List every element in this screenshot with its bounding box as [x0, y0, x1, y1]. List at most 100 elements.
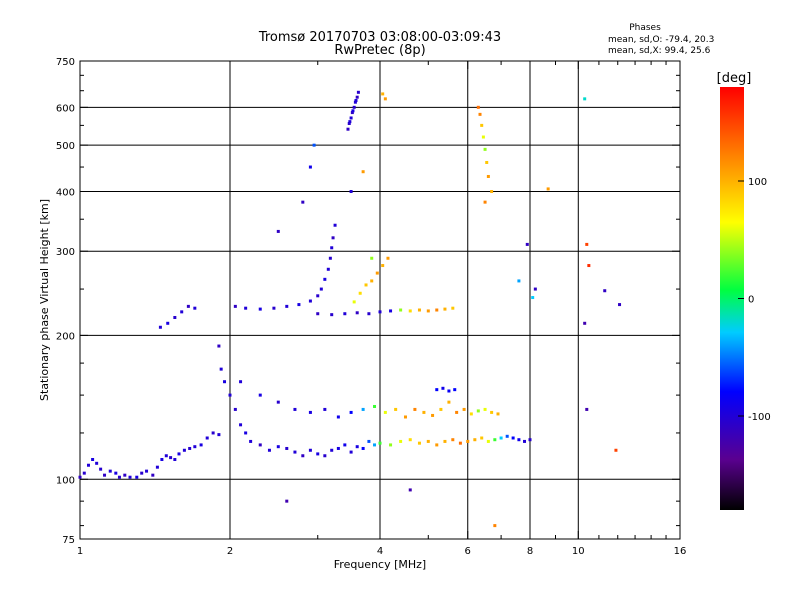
data-point [478, 112, 482, 116]
data-point [308, 448, 312, 452]
data-point [343, 443, 347, 447]
data-point [483, 407, 487, 411]
data-point [223, 380, 227, 384]
data-point [439, 407, 443, 411]
data-point [493, 524, 497, 528]
data-point [301, 200, 305, 204]
data-point [603, 289, 607, 293]
data-point [336, 415, 340, 419]
data-point [443, 439, 447, 443]
data-point [413, 407, 417, 411]
y-tick-label: 75 [62, 535, 75, 546]
data-point [164, 454, 168, 458]
data-point [199, 443, 203, 447]
data-point [417, 441, 421, 445]
data-point [169, 456, 173, 460]
data-point [587, 264, 591, 268]
data-point [499, 436, 503, 440]
data-point [308, 410, 312, 414]
data-point [481, 135, 485, 139]
x-tick-label: 16 [674, 546, 687, 557]
data-point [244, 306, 248, 310]
data-point [188, 446, 192, 450]
x-tick-labels: 1 2 4 6 8 10 16 [77, 546, 687, 557]
data-point [485, 160, 489, 164]
data-point [323, 407, 327, 411]
data-point [483, 200, 487, 204]
data-point [361, 407, 365, 411]
data-point [476, 105, 480, 109]
x-tick-label: 4 [377, 546, 383, 557]
data-point [293, 450, 297, 454]
data-point [364, 283, 368, 287]
data-point [447, 389, 451, 393]
data-point [381, 264, 385, 268]
data-point [108, 469, 112, 473]
data-point [583, 97, 587, 101]
data-point [614, 448, 618, 452]
data-point [217, 344, 221, 348]
data-point [435, 388, 439, 392]
data-point [233, 407, 237, 411]
data-point [585, 242, 589, 246]
data-point [331, 236, 335, 240]
y-tick-label: 200 [56, 331, 75, 342]
data-point [349, 410, 353, 414]
phases-o-stats: mean, sd,O: -79.4, 20.3 [608, 35, 714, 45]
data-point [585, 407, 589, 411]
data-point [441, 386, 445, 390]
data-point [333, 223, 337, 227]
y-tick-label: 300 [56, 247, 75, 258]
y-tick-label: 400 [56, 187, 75, 198]
data-point [583, 321, 587, 325]
data-point [217, 433, 221, 437]
data-point [367, 439, 371, 443]
data-point [451, 438, 455, 442]
data-point [408, 488, 412, 492]
data-point [426, 309, 430, 313]
data-point [353, 100, 357, 104]
data-point [426, 439, 430, 443]
data-point [435, 443, 439, 447]
data-point [316, 294, 320, 298]
data-point [160, 457, 164, 461]
gridlines [80, 61, 680, 539]
data-point [301, 454, 305, 458]
data-point [211, 431, 215, 435]
y-axis-label: Stationary phase Virtual Height [km] [38, 199, 51, 401]
data-point [193, 445, 197, 449]
data-point [417, 308, 421, 312]
data-point [383, 97, 387, 101]
x-tick-label: 2 [227, 546, 233, 557]
data-point [443, 307, 447, 311]
data-point [469, 412, 473, 416]
data-point [239, 423, 243, 427]
data-point [378, 441, 382, 445]
data-point [267, 448, 271, 452]
data-point [523, 439, 527, 443]
x-tick-label: 6 [465, 546, 471, 557]
data-point [352, 105, 356, 109]
x-tick-label: 1 [77, 546, 83, 557]
data-point [82, 471, 86, 475]
data-point [511, 436, 515, 440]
data-point [114, 471, 118, 475]
data-points [78, 90, 622, 528]
data-point [352, 300, 356, 304]
chart-subtitle: RwPretec (8p) [334, 43, 425, 58]
data-point [531, 296, 535, 300]
y-tick-label: 100 [56, 475, 75, 486]
data-point [308, 165, 312, 169]
data-point [173, 315, 177, 319]
data-point [272, 306, 276, 310]
data-point [293, 407, 297, 411]
phases-x-stats: mean, sd,X: 99.4, 25.6 [608, 46, 711, 56]
data-point [490, 410, 494, 414]
phases-title: Phases [629, 23, 661, 33]
data-point [355, 445, 359, 449]
data-point [408, 309, 412, 313]
data-point [354, 99, 358, 103]
data-point [455, 410, 459, 414]
data-point [370, 279, 374, 283]
data-point [350, 111, 354, 115]
